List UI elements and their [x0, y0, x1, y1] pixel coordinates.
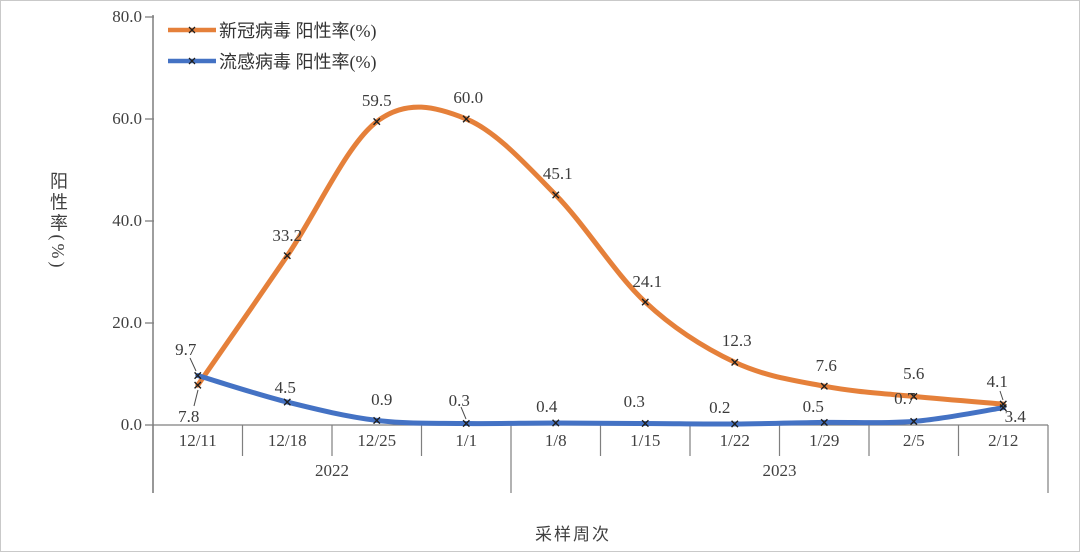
data-point-marker — [283, 251, 291, 260]
y-tick-label: 0.0 — [120, 415, 142, 434]
y-tick-label: 20.0 — [112, 313, 142, 332]
x-category-label: 1/29 — [809, 431, 840, 450]
data-point-label: 3.4 — [1004, 406, 1026, 426]
x-category-label: 12/18 — [267, 431, 307, 450]
data-point-marker — [641, 298, 649, 306]
data-point-marker — [462, 419, 470, 428]
data-point-label: 45.1 — [542, 163, 573, 183]
data-point-marker — [641, 419, 649, 428]
legend-label: 新冠病毒 阳性率(%) — [219, 20, 377, 41]
data-point-label: 60.0 — [453, 88, 484, 107]
data-point-label: 0.4 — [536, 396, 558, 416]
covid-positivity-line — [195, 104, 1006, 407]
x-category-label: 1/22 — [719, 431, 750, 450]
data-point-label: 24.1 — [632, 272, 663, 292]
x-category-label: 2/5 — [902, 431, 925, 450]
data-point-marker — [820, 418, 828, 427]
x-category-label: 12/25 — [357, 431, 397, 450]
data-label-leader-line — [193, 389, 199, 407]
legend-label: 流感病毒 阳性率(%) — [219, 51, 377, 72]
data-point-marker — [910, 392, 918, 401]
data-label-leader-line — [189, 357, 197, 372]
x-category-label: 1/1 — [455, 431, 478, 450]
data-point-marker — [283, 398, 291, 406]
legend: 新冠病毒 阳性率(%) 流感病毒 阳性率(%) — [167, 14, 376, 76]
data-point-label: 0.9 — [371, 390, 393, 410]
data-point-marker — [731, 420, 739, 428]
x-axis-title: 采样周次 — [535, 525, 611, 544]
data-point-marker — [194, 381, 202, 389]
data-point-label: 0.3 — [623, 392, 645, 412]
data-label-leader-line — [999, 390, 1004, 401]
y-tick-label: 80.0 — [112, 7, 142, 26]
data-point-label: 0.5 — [802, 397, 824, 417]
data-point-label: 5.6 — [903, 364, 925, 384]
year-group-label: 2023 — [762, 461, 797, 480]
data-label-leader-line — [460, 406, 467, 420]
year-group-label: 2022 — [315, 461, 349, 480]
data-point-label: 33.2 — [272, 225, 303, 245]
y-tick-label: 60.0 — [112, 109, 142, 128]
data-point-marker — [373, 416, 381, 425]
data-point-marker — [373, 117, 381, 126]
data-point-label: 4.5 — [274, 378, 296, 398]
data-point-label: 12.3 — [721, 331, 752, 351]
data-point-label: 0.7 — [894, 389, 916, 409]
data-point-label: 0.2 — [709, 397, 731, 417]
data-point-label: 7.6 — [815, 356, 837, 376]
data-point-label: 7.8 — [178, 407, 200, 427]
data-point-marker — [910, 417, 918, 426]
x-category-label: 1/8 — [544, 431, 567, 450]
data-point-label: 0.3 — [448, 391, 470, 411]
flu-positivity-line — [195, 373, 1006, 427]
legend-line-sample — [168, 57, 216, 64]
data-point-label: 9.7 — [175, 339, 197, 359]
data-point-label: 59.5 — [361, 90, 392, 110]
data-point-label: 4.1 — [986, 372, 1008, 392]
data-point-marker — [462, 115, 470, 123]
data-point-marker — [731, 358, 739, 366]
legend-line-sample — [168, 26, 216, 33]
data-point-marker — [552, 419, 560, 427]
y-tick-label: 40.0 — [112, 211, 142, 230]
data-point-marker — [552, 191, 560, 199]
x-category-label: 12/11 — [178, 431, 217, 450]
y-axis-title: 阳性率(%) — [48, 171, 68, 271]
data-point-marker — [999, 403, 1007, 412]
x-category-label: 1/15 — [630, 431, 661, 450]
legend-item: 新冠病毒 阳性率(%) — [167, 14, 376, 45]
data-point-marker — [194, 371, 202, 380]
data-point-marker — [820, 382, 828, 390]
x-category-label: 2/12 — [988, 431, 1019, 450]
legend-item: 流感病毒 阳性率(%) — [167, 45, 376, 76]
